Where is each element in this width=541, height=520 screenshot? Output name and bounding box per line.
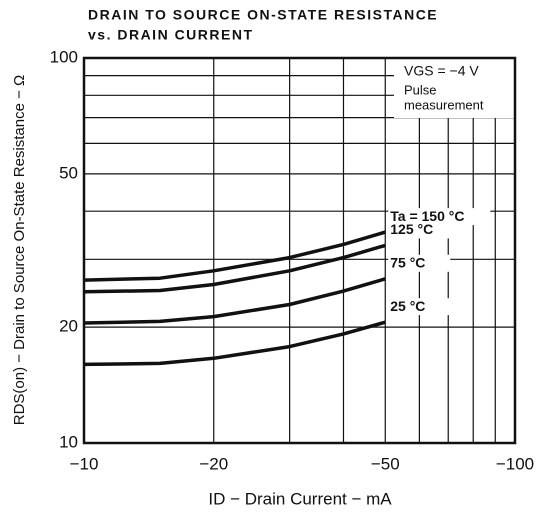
series-label-bg <box>388 208 491 226</box>
x-tick-label: −20 <box>199 454 228 473</box>
annotation: measurement <box>404 97 484 112</box>
plot-frame <box>82 56 517 445</box>
x-tick-label: −10 <box>70 454 99 473</box>
series-label-bg <box>388 298 451 316</box>
y-tick-label: 100 <box>50 47 78 66</box>
series-line <box>83 230 386 282</box>
annotation-box <box>394 58 515 118</box>
y-tick-label: 50 <box>59 163 78 182</box>
annotation: Pulse <box>404 82 437 97</box>
series-label-bg <box>388 221 451 239</box>
y-tick-label: 20 <box>59 317 78 336</box>
series-label: 125 °C <box>390 221 433 237</box>
y-axis-label: RDS(on) − Drain to Source On-State Resis… <box>11 75 28 426</box>
chart-subtitle: vs. DRAIN CURRENT <box>88 27 254 43</box>
series-line <box>83 320 386 367</box>
x-tick-label: −50 <box>371 454 400 473</box>
annotation: VGS = −4 V <box>404 63 479 79</box>
series-line <box>83 277 386 325</box>
series-label: 25 °C <box>390 298 425 314</box>
x-axis-label: ID − Drain Current − mA <box>208 489 392 508</box>
series-label-bg <box>388 254 451 272</box>
series-line <box>83 243 386 294</box>
x-tick-label: −100 <box>496 454 534 473</box>
series-label: 75 °C <box>390 254 425 270</box>
series-label: Ta = 150 °C <box>390 208 464 224</box>
y-tick-label: 10 <box>59 432 78 451</box>
chart-title: DRAIN TO SOURCE ON-STATE RESISTANCE <box>88 7 438 23</box>
